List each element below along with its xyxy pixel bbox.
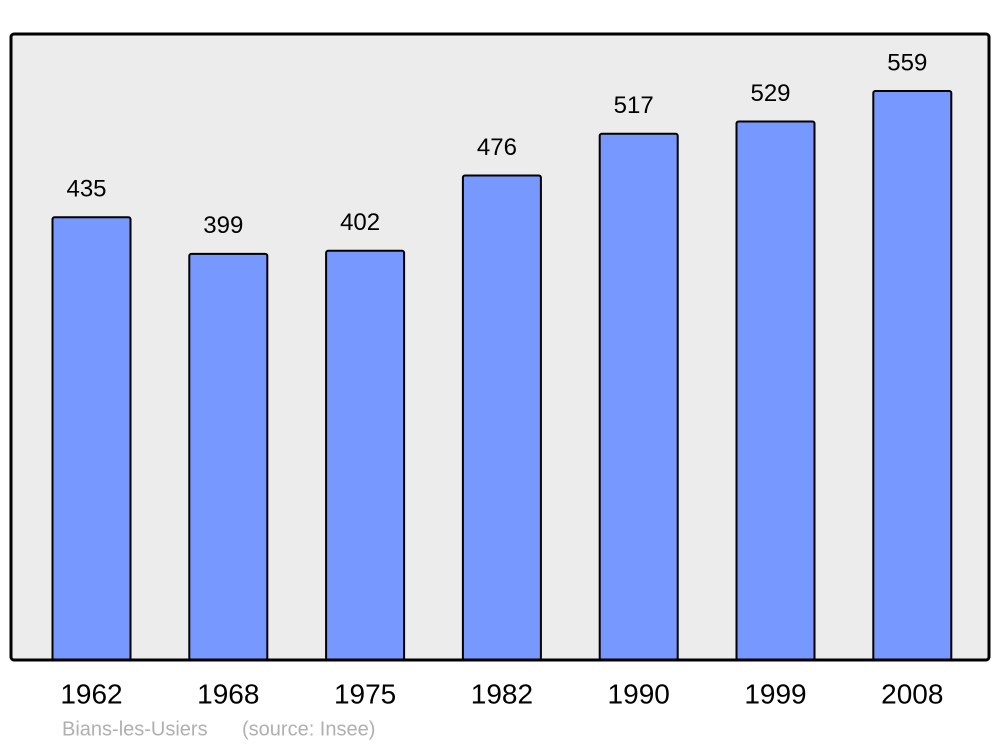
x-tick-label: 1982 [471,678,533,709]
bar [872,90,953,661]
bar [188,252,269,662]
x-tick-label: 1990 [608,678,670,709]
value-label: 517 [614,92,654,119]
value-label: 402 [340,209,380,236]
value-label: 529 [750,80,790,107]
x-tick-label: 1975 [334,678,396,709]
bars: 435 399 402 476 517 529 559 [51,49,953,662]
bar [598,132,679,661]
source: (source: Insee) [242,718,375,740]
value-label: 476 [477,134,517,161]
value-label: 559 [887,49,927,76]
plot-frame [9,32,991,662]
x-tick-label: 2008 [881,678,943,709]
x-tick-label: 1999 [744,678,806,709]
value-label: 399 [203,212,243,239]
x-tick-label: 1962 [60,678,122,709]
bar [735,120,816,661]
bar [51,216,132,661]
bar [325,249,406,661]
caption: Bians-les-Usiers [62,718,208,740]
value-label: 435 [66,176,106,203]
bar [461,174,542,661]
x-tick-label: 1968 [197,678,259,709]
